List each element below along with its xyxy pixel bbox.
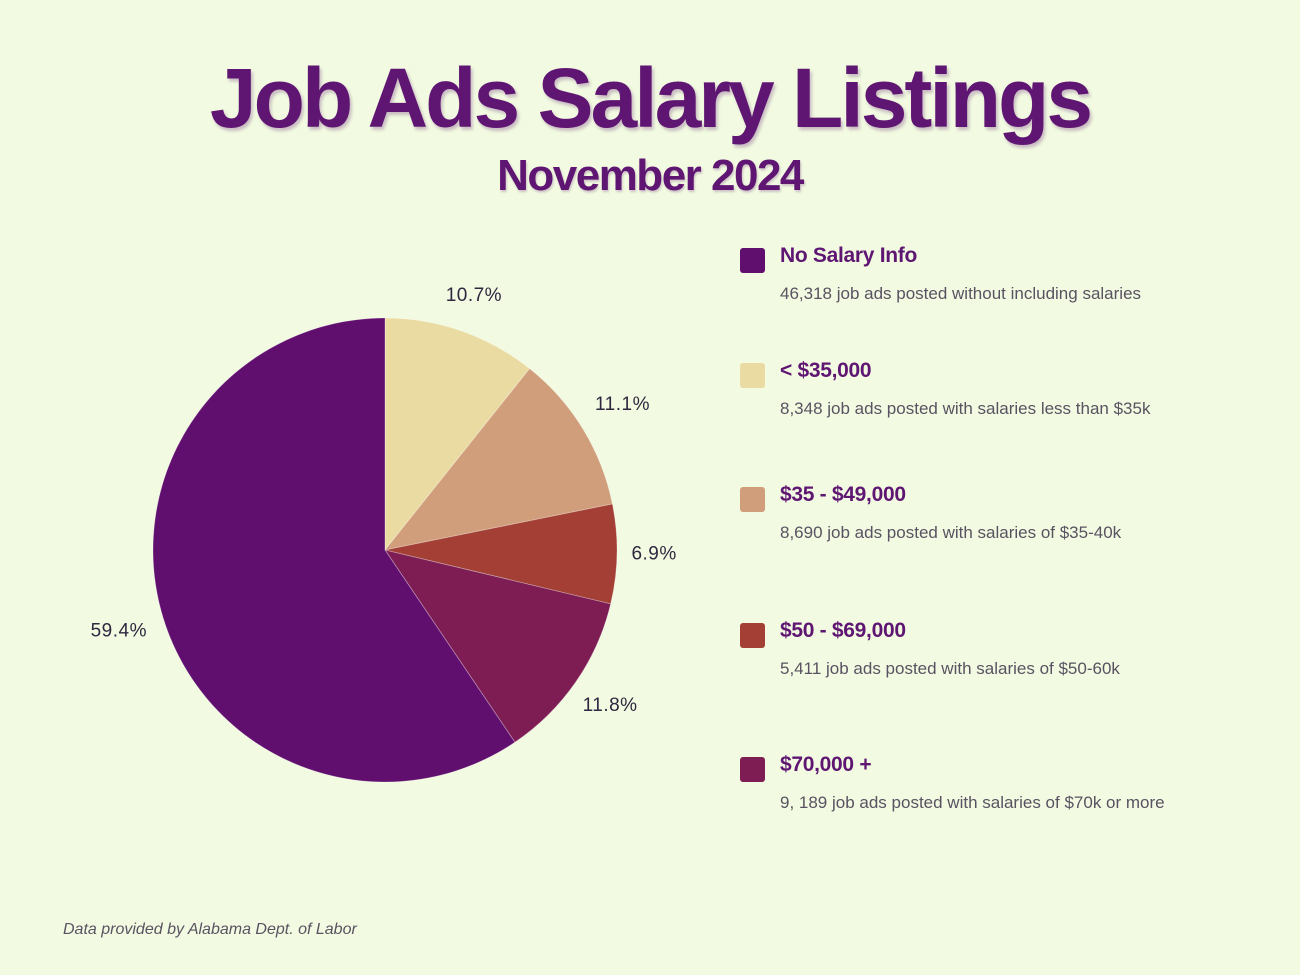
legend-swatch <box>740 757 765 782</box>
legend-label: $50 - $69,000 <box>780 619 906 642</box>
pie-slice <box>152 317 516 783</box>
pie-slice <box>384 503 618 605</box>
pie-slice-pct-label: 11.1% <box>595 394 650 415</box>
legend-label: $70,000 + <box>780 753 872 776</box>
legend-swatch <box>740 623 765 648</box>
legend-label: $35 - $49,000 <box>780 483 906 506</box>
data-source-note: Data provided by Alabama Dept. of Labor <box>63 921 357 938</box>
pie-chart: 10.7% 11.1% 6.9% 11.8% 59.4% <box>91 285 677 783</box>
legend-description: 8,348 job ads posted with salaries less … <box>780 399 1151 418</box>
pie-slices <box>152 317 618 783</box>
legend-description: 5,411 job ads posted with salaries of $5… <box>780 659 1120 678</box>
legend-label: No Salary Info <box>780 244 917 267</box>
pie-slice <box>384 549 612 743</box>
legend-swatch <box>740 363 765 388</box>
legend-description: 9, 189 job ads posted with salaries of $… <box>780 793 1165 812</box>
legend-description: 46,318 job ads posted without including … <box>780 284 1142 303</box>
pie-slice-pct-label: 6.9% <box>631 544 676 565</box>
legend-swatch <box>740 487 765 512</box>
pie-slice-pct-label: 10.7% <box>446 285 502 306</box>
pie-slice-pct-label: 11.8% <box>583 695 638 716</box>
chart-title: Job Ads Salary Listings <box>209 51 1093 145</box>
legend-description: 8,690 job ads posted with salaries of $3… <box>780 523 1122 542</box>
chart-subtitle: November 2024 <box>497 151 804 200</box>
pie-labels: 10.7% 11.1% 6.9% 11.8% 59.4% <box>91 285 677 716</box>
legend-swatch <box>740 248 765 273</box>
pie-slice-pct-label: 59.4% <box>91 621 147 642</box>
legend-label: < $35,000 <box>780 359 872 382</box>
pie-slice <box>384 317 531 552</box>
pie-slice <box>384 368 613 551</box>
